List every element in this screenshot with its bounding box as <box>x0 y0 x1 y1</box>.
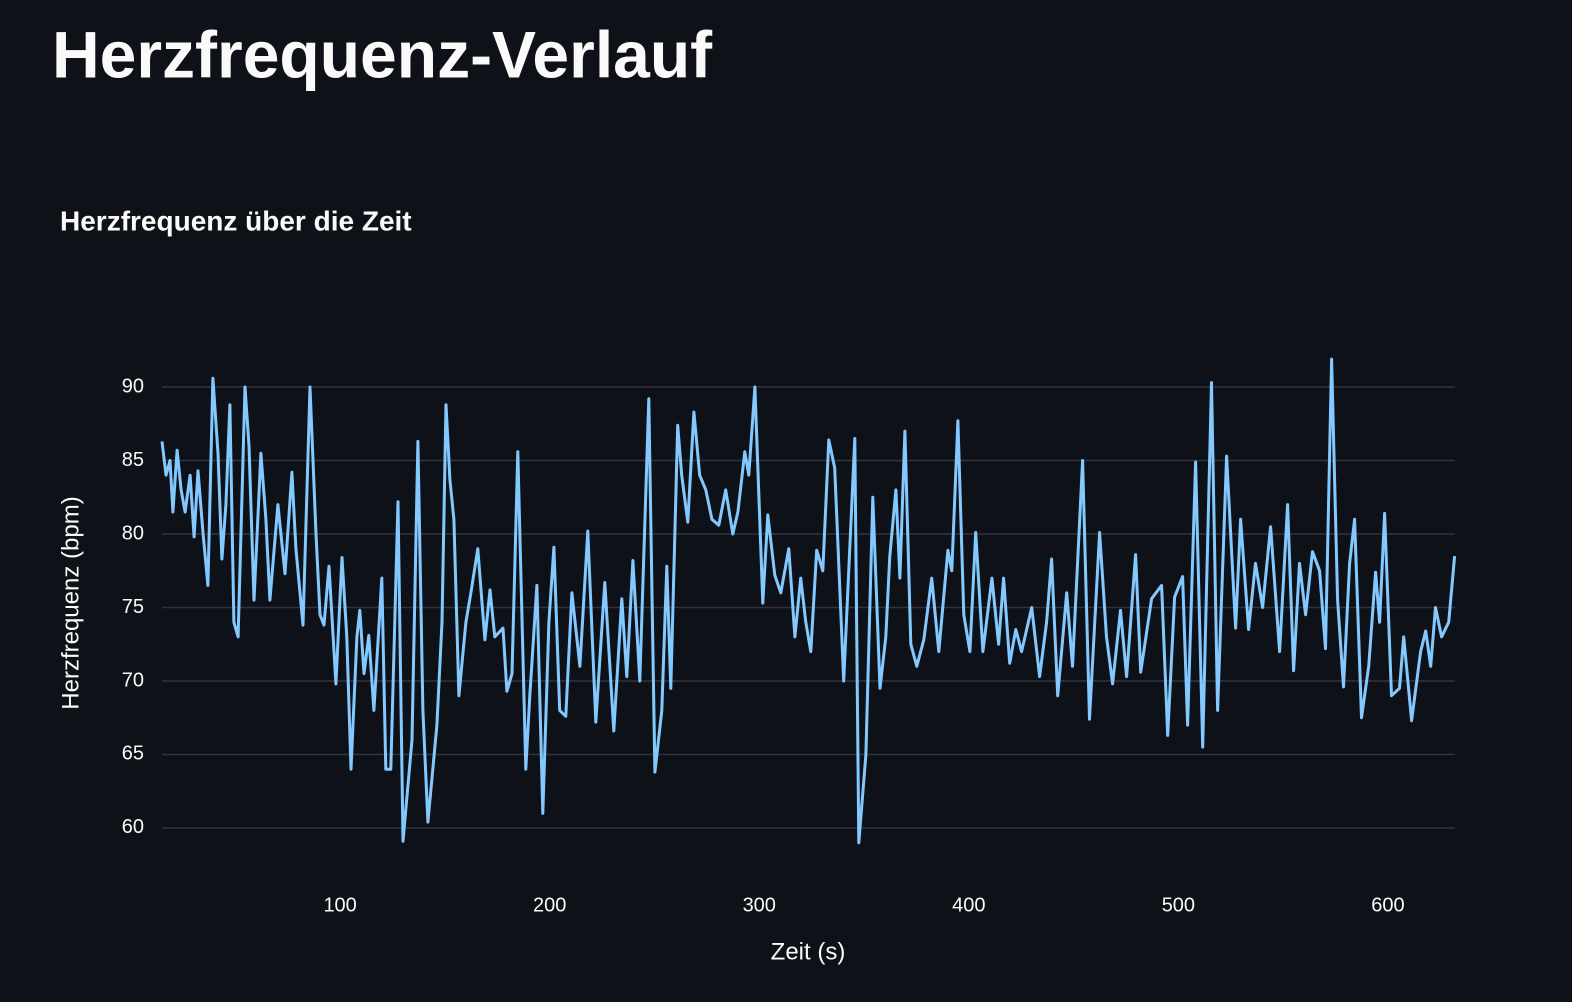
x-tick-label: 300 <box>743 894 776 916</box>
page-title: Herzfrequenz-Verlauf <box>52 17 713 91</box>
y-tick-label: 60 <box>122 816 144 838</box>
y-axis-label: Herzfrequenz (bpm) <box>57 496 84 709</box>
x-axis-label: Zeit (s) <box>771 938 846 965</box>
chart-title: Herzfrequenz über die Zeit <box>60 205 412 236</box>
x-tick-label: 100 <box>323 894 356 916</box>
y-tick-label: 75 <box>122 596 144 618</box>
data-line <box>160 357 1457 845</box>
y-tick-label: 65 <box>122 743 144 765</box>
y-tick-label: 85 <box>122 449 144 471</box>
y-tick-label: 80 <box>122 522 144 544</box>
x-tick-label: 500 <box>1162 894 1195 916</box>
y-tick-label: 70 <box>122 669 144 691</box>
x-tick-label: 400 <box>952 894 985 916</box>
x-tick-label: 200 <box>533 894 566 916</box>
y-tick-label: 90 <box>122 375 144 397</box>
x-tick-label: 600 <box>1371 894 1404 916</box>
